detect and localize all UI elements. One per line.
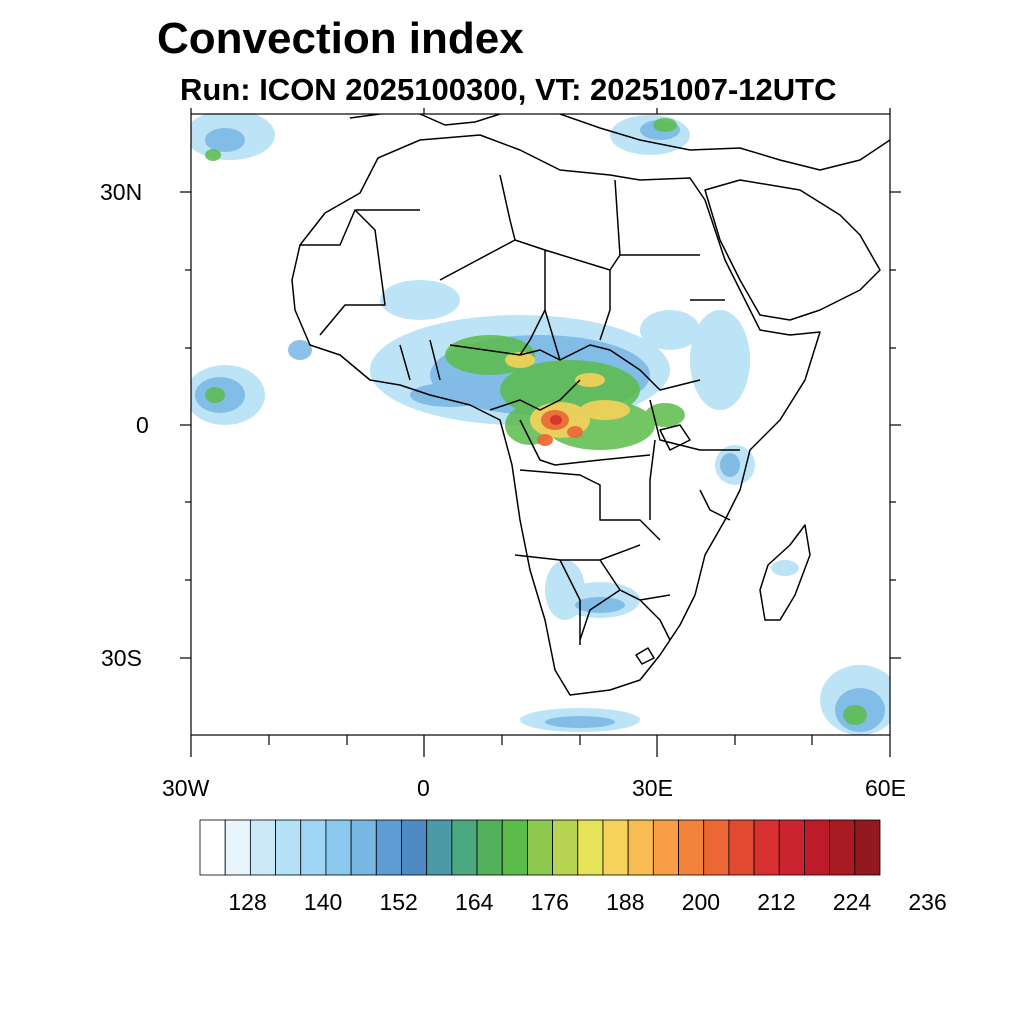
chart-subtitle: Run: ICON 2025100300, VT: 20251007-12UTC — [180, 72, 837, 107]
country-borders — [300, 174, 740, 645]
lat-label-0: 0 — [136, 412, 149, 438]
colorbar-swatch — [602, 819, 629, 876]
colorbar-label: 224 — [832, 889, 872, 915]
lesotho-border — [635, 647, 655, 665]
colorbar-swatch — [753, 819, 780, 876]
colorbar-label: 164 — [455, 889, 494, 915]
colorbar-swatch — [224, 819, 251, 876]
africa-coastline — [291, 134, 821, 696]
colorbar-label: 200 — [681, 889, 721, 915]
lat-label-30n: 30N — [100, 179, 143, 205]
colorbar-swatch — [678, 819, 705, 876]
lat-label-30s: 30S — [101, 645, 142, 671]
colorbar-swatch — [728, 819, 755, 876]
colorbar-swatch — [527, 819, 553, 876]
colorbar-label: 128 — [228, 889, 267, 915]
colorbar-swatch — [627, 819, 654, 876]
colorbar-label: 152 — [379, 889, 418, 915]
colorbar-swatch — [275, 819, 302, 876]
lon-label-60e: 60E — [865, 775, 906, 801]
madagascar-coastline — [759, 524, 811, 621]
coastlines — [291, 114, 890, 696]
colorbar-swatch — [451, 819, 478, 876]
colorbar-label: 140 — [303, 889, 343, 915]
chart-title: Convection index — [157, 14, 524, 63]
colorbar-label: 176 — [530, 889, 569, 915]
colorbar-label: 188 — [606, 889, 645, 915]
colorbar-swatch — [501, 819, 528, 876]
axis-ticks — [180, 108, 901, 757]
colorbar-swatch — [476, 819, 503, 876]
lon-label-30w: 30W — [162, 775, 210, 801]
convection-field — [191, 114, 890, 735]
lon-label-0: 0 — [417, 775, 430, 801]
lon-label-30e: 30E — [632, 775, 673, 801]
colorbar-swatch — [854, 819, 881, 876]
colorbar-swatch — [199, 819, 226, 876]
colorbar-label: 212 — [757, 889, 796, 915]
colorbar-swatch — [325, 819, 352, 876]
colorbar-swatch — [703, 819, 730, 876]
colorbar-swatch — [426, 819, 453, 876]
colorbar-swatch — [401, 819, 428, 876]
arabia-coastline — [704, 179, 881, 321]
colorbar-swatch — [804, 819, 831, 876]
colorbar-label: 236 — [908, 889, 947, 915]
colorbar-swatch — [552, 819, 579, 876]
colorbar-swatch — [249, 819, 276, 876]
europe-coastline — [349, 114, 890, 171]
lake-victoria — [659, 424, 691, 451]
colorbar-swatch — [829, 819, 856, 876]
colorbar-swatch — [577, 819, 604, 876]
colorbar-swatch — [652, 819, 679, 876]
colorbar-swatch — [350, 819, 377, 876]
colorbar-swatch — [300, 819, 327, 876]
colorbar-swatch — [375, 819, 402, 876]
colorbar-swatch — [778, 819, 805, 876]
colorbar — [199, 819, 881, 876]
